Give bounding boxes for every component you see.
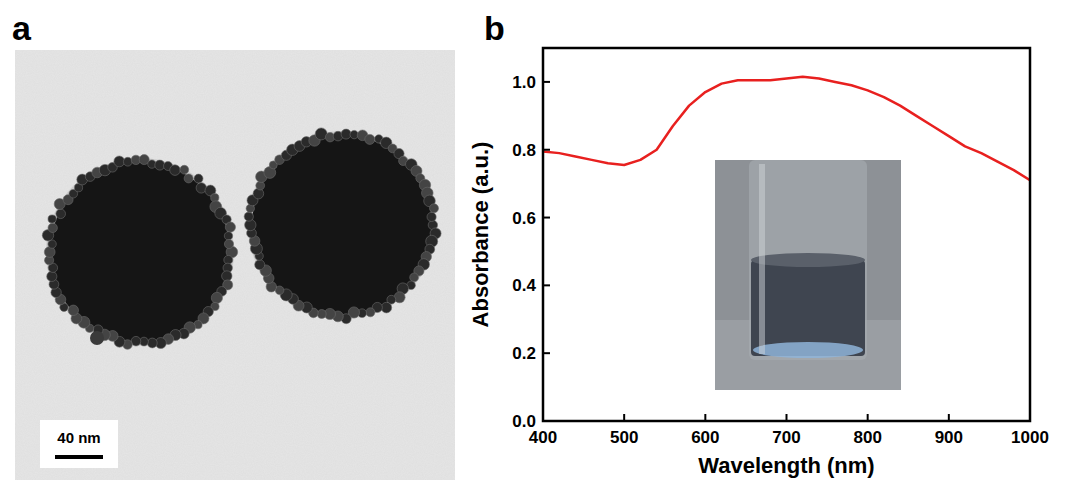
cluster-halo: [46, 158, 234, 346]
nanoparticle: [147, 338, 157, 348]
vial-liquid: [751, 260, 865, 356]
nanoparticle: [131, 336, 141, 346]
nanoparticle: [427, 212, 436, 221]
nanoparticle: [184, 174, 193, 183]
nanoparticle: [365, 134, 375, 144]
y-tick: [543, 420, 550, 422]
x-tick-label: 600: [691, 428, 719, 447]
x-tick: [623, 414, 625, 421]
tem-panel: 40 nm: [15, 50, 455, 480]
nanoparticle: [56, 209, 66, 219]
cluster-halo: [248, 131, 436, 319]
nanoparticle: [48, 215, 56, 223]
x-tick-label: 800: [853, 428, 881, 447]
vial-glass: [749, 160, 867, 360]
nanoparticle: [430, 204, 439, 213]
plot-frame: [543, 48, 1030, 421]
liquid-surface: [751, 253, 865, 267]
x-tick: [1029, 414, 1031, 421]
y-tick-label: 0.2: [512, 344, 536, 363]
x-tick: [948, 414, 950, 421]
scale-bar: [55, 455, 103, 459]
nanoparticle: [366, 308, 375, 317]
y-tick-label: 0.4: [512, 276, 536, 295]
nanoparticle: [211, 194, 219, 202]
tem-background: [15, 50, 455, 480]
cluster-core: [252, 135, 432, 315]
nanoparticle: [410, 273, 419, 282]
x-tick-label: 900: [935, 428, 963, 447]
x-axis-title: Wavelength (nm): [698, 453, 874, 478]
vial-highlight: [759, 164, 765, 354]
y-tick: [543, 284, 550, 286]
y-tick: [543, 81, 550, 83]
inset-background: [715, 160, 901, 390]
nanoparticle: [222, 271, 232, 281]
nanoparticle: [68, 305, 78, 315]
nanoparticle: [48, 223, 57, 232]
nanoparticle: [244, 212, 253, 221]
nanoparticle: [194, 174, 203, 183]
nanoparticle-cluster: [244, 128, 441, 324]
vial-bottom-reflection: [753, 342, 863, 358]
nanoparticle: [170, 165, 181, 176]
panel-letter: b: [484, 9, 505, 47]
y-tick-label: 0.8: [512, 141, 536, 160]
y-tick-label: 0.6: [512, 209, 536, 228]
x-tick: [542, 414, 544, 421]
y-tick-label: 0.0: [512, 412, 536, 431]
nanoparticle: [224, 239, 233, 248]
nanoparticle: [180, 165, 189, 174]
x-tick-label: 700: [772, 428, 800, 447]
nanoparticle: [123, 157, 132, 166]
x-tick: [786, 414, 788, 421]
nanoparticle: [341, 129, 351, 139]
y-tick: [543, 149, 550, 151]
spectrum-chart: 40050060070080090010000.00.20.40.60.81.0…: [468, 48, 1049, 478]
data-group: [543, 77, 1030, 180]
x-tick-label: 1000: [1011, 428, 1049, 447]
y-tick: [543, 217, 550, 219]
figure: 40 nmab40050060070080090010000.00.20.40.…: [0, 0, 1084, 486]
inset-photo: [715, 160, 901, 390]
x-tick-label: 500: [610, 428, 638, 447]
panel-letter: a: [12, 9, 32, 47]
x-tick: [867, 414, 869, 421]
y-tick: [543, 352, 550, 354]
nanoparticle: [255, 260, 265, 270]
nanoparticle: [90, 331, 104, 345]
nanoparticle: [114, 156, 125, 167]
nanoparticle: [224, 232, 232, 240]
cluster-core: [50, 162, 230, 342]
scale-bar-label: 40 nm: [57, 429, 100, 446]
nanoparticle: [47, 271, 57, 281]
nanoparticle-cluster: [42, 155, 237, 350]
y-axis-title: Absorbance (a.u.): [468, 142, 493, 328]
y-tick-label: 1.0: [512, 73, 536, 92]
tem-noise: [15, 50, 455, 480]
scale-bar-box: [40, 420, 118, 468]
nanoparticle: [211, 292, 222, 303]
nanoparticle: [225, 222, 235, 232]
absorbance-line: [543, 77, 1030, 180]
nanoparticle: [317, 310, 326, 319]
x-tick: [704, 414, 706, 421]
